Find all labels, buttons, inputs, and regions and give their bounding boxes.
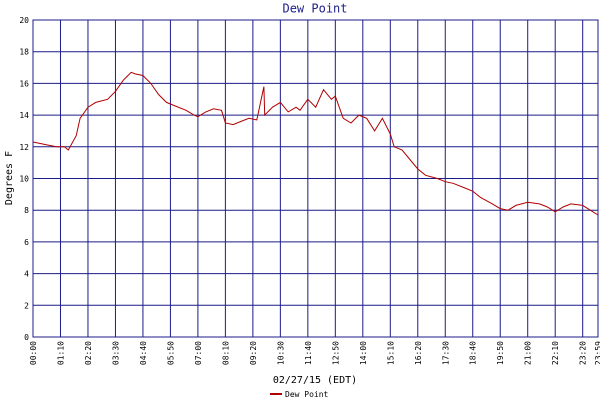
chart-title: Dew Point [282,2,347,16]
y-tick-label: 18 [19,48,29,57]
x-tick-label: 03:30 [111,341,120,365]
y-tick-label: 14 [19,111,29,120]
x-tick-label: 01:10 [56,341,65,365]
x-tick-label: 08:10 [221,341,230,365]
x-tick-label: 18:40 [469,341,478,365]
y-axis-label: Degrees F [4,151,15,205]
y-tick-label: 2 [24,301,29,310]
x-tick-label: 14:00 [359,341,368,365]
x-tick-label: 23:20 [579,341,588,365]
y-tick-label: 16 [19,79,29,88]
x-tick-label: 15:10 [386,341,395,365]
x-tick-label: 12:50 [331,341,340,365]
x-tick-label: 23:59 [594,341,600,365]
x-tick-label: 22:10 [551,341,560,365]
x-tick-label: 04:40 [139,341,148,365]
y-tick-label: 12 [19,143,29,152]
y-tick-label: 4 [24,270,29,279]
y-tick-label: 0 [24,333,29,342]
x-tick-label: 07:00 [194,341,203,365]
x-tick-label: 11:40 [304,341,313,365]
x-tick-label: 21:00 [524,341,533,365]
x-tick-label: 09:20 [249,341,258,365]
x-tick-label: 16:20 [414,341,423,365]
x-tick-label: 19:50 [496,341,505,365]
x-tick-label: 02:20 [84,341,93,365]
y-tick-label: 6 [24,238,29,247]
y-tick-label: 8 [24,206,29,215]
x-axis-label: 02/27/15 (EDT) [273,375,357,386]
data-line [32,71,599,216]
x-tick-label: 10:30 [276,341,285,365]
legend-label: Dew Point [285,390,329,399]
y-tick-label: 10 [19,175,29,184]
x-tick-label: 05:50 [166,341,175,365]
x-tick-label: 00:00 [29,341,38,365]
y-tick-label: 20 [19,16,29,25]
x-tick-label: 17:30 [441,341,450,365]
